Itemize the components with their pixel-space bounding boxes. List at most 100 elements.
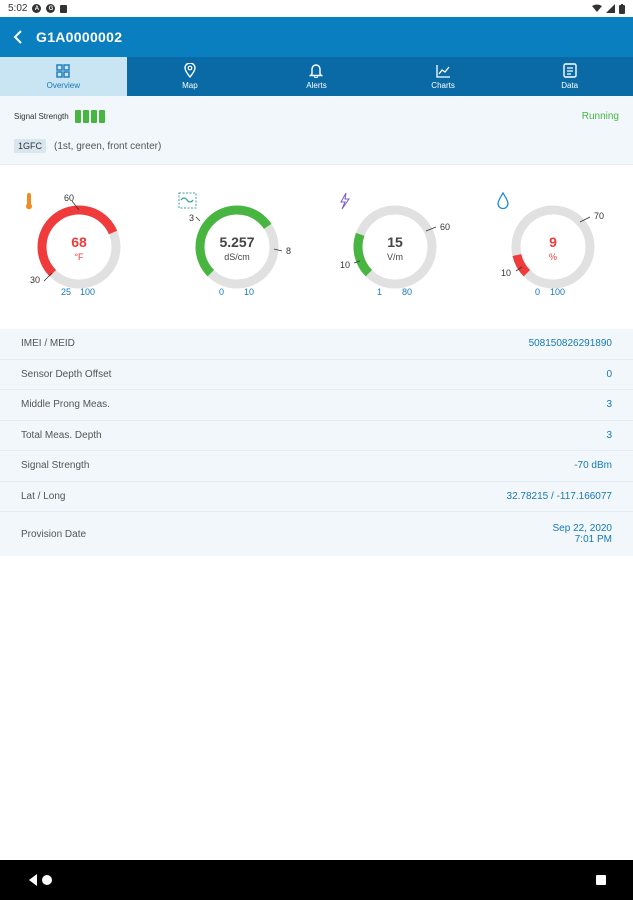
conductivity-gauge[interactable]: 3 8 5.257 dS/cm 0 10 (158, 165, 316, 329)
gauge-top-label: 60 (440, 222, 451, 232)
probe-code-badge: 1GFC (14, 139, 47, 153)
gauge-range-max: 100 (80, 287, 96, 297)
app-bar: G1A0000002 (0, 17, 633, 57)
thermometer-icon (26, 193, 32, 210)
detail-label: Signal Strength (21, 460, 90, 472)
back-button[interactable] (0, 17, 36, 57)
detail-row-middle-prong: Middle Prong Meas. 3 (0, 390, 633, 421)
tab-map[interactable]: Map (127, 57, 254, 96)
provision-time: 7:01 PM (574, 534, 612, 545)
probe-description: (1st, green, front center) (54, 140, 162, 152)
detail-label: IMEI / MEID (21, 338, 75, 350)
line-chart-icon (435, 64, 450, 78)
gauge-graphic (340, 192, 437, 289)
gauge-unit: dS/cm (224, 252, 250, 262)
gauge-range-min: 0 (535, 287, 541, 297)
bell-icon (309, 64, 324, 78)
moisture-gauge[interactable]: 70 10 9 % 0 100 (474, 165, 632, 329)
home-nav-icon[interactable] (40, 873, 54, 887)
clock: 5:02 (8, 3, 28, 14)
map-pin-icon (184, 63, 196, 78)
gauge-value: 9 (549, 234, 557, 250)
tab-label: Overview (46, 80, 80, 90)
gauge-range-max: 80 (402, 287, 413, 297)
gauge-value: 15 (387, 234, 403, 250)
system-nav-bar (0, 860, 633, 900)
tab-label: Map (182, 81, 198, 90)
gauge-side-label: 8 (286, 246, 292, 256)
probe-info: 1GFC (1st, green, front center) (14, 139, 161, 153)
gauge-side-label: 30 (30, 275, 41, 285)
detail-value: -70 dBm (574, 460, 612, 472)
voltage-gauge[interactable]: 60 10 15 V/m 1 80 (316, 165, 474, 329)
detail-label: Middle Prong Meas. (21, 399, 110, 411)
tab-data[interactable]: Data (506, 57, 633, 96)
gauge-top-label: 3 (189, 213, 195, 223)
tab-charts[interactable]: Charts (380, 57, 507, 96)
gauge-range-max: 10 (244, 287, 255, 297)
gauge-range-min: 0 (219, 287, 225, 297)
signal-indicator: Signal Strength (14, 110, 105, 123)
detail-row-lat-long: Lat / Long 32.78215 / -117.166077 (0, 482, 633, 512)
gauge-fill-arc (511, 205, 595, 289)
chevron-left-icon (13, 30, 22, 44)
detail-label: Sensor Depth Offset (21, 368, 112, 380)
signal-icon (606, 4, 615, 13)
gauge-top-label: 70 (594, 211, 605, 221)
signal-bar (74, 110, 81, 123)
detail-row-total-depth: Total Meas. Depth 3 (0, 421, 633, 451)
gauge-fill-arc (353, 205, 437, 289)
gauge-unit: °F (74, 252, 84, 262)
device-summary: Signal Strength Running 1GFC (1st, green… (0, 96, 633, 165)
status-bar: 5:02 A G (0, 0, 633, 17)
tab-alerts[interactable]: Alerts (253, 57, 380, 96)
temperature-gauge[interactable]: 60 30 68 °F 25 100 (0, 165, 158, 329)
tab-label: Alerts (306, 81, 327, 90)
gauge-top-label: 60 (64, 193, 75, 203)
device-details: IMEI / MEID 508150826291890 Sensor Depth… (0, 329, 633, 556)
notification-icon: A (32, 4, 42, 13)
lightning-icon (340, 192, 350, 210)
detail-row-depth-offset: Sensor Depth Offset 0 (0, 360, 633, 390)
gauge-unit: % (548, 252, 557, 262)
signal-bar (82, 110, 89, 123)
document-icon (562, 63, 577, 78)
signal-label: Signal Strength (14, 112, 69, 121)
gauge-value: 5.257 (219, 234, 255, 250)
detail-value: 32.78215 / -117.166077 (506, 490, 612, 502)
page-title: G1A0000002 (36, 29, 123, 45)
back-nav-icon[interactable] (26, 873, 40, 887)
salinity-icon (178, 192, 197, 209)
tab-label: Charts (431, 80, 455, 90)
gauge-graphic (178, 192, 283, 289)
gauge-graphic (26, 193, 121, 289)
recents-nav-icon[interactable] (595, 874, 607, 886)
detail-value: 0 (606, 368, 612, 380)
gauge-panel: 60 30 68 °F 25 100 3 8 5.257 dS/cm 0 10 (0, 165, 633, 329)
detail-value: 3 (606, 399, 612, 411)
tab-bar: Overview Map Alerts Charts Data (0, 57, 633, 96)
sd-card-icon (60, 4, 68, 13)
tab-overview[interactable]: Overview (0, 57, 127, 96)
signal-bar (90, 110, 97, 123)
detail-row-provision-date: Provision Date Sep 22, 2020 7:01 PM (0, 512, 633, 556)
gauge-value: 68 (71, 234, 87, 250)
detail-row-signal: Signal Strength -70 dBm (0, 451, 633, 482)
notification-icon: G (46, 4, 56, 13)
wifi-icon (592, 4, 602, 12)
detail-value: 508150826291890 (528, 338, 612, 350)
detail-label: Provision Date (21, 528, 87, 540)
grid-icon (56, 63, 70, 78)
gauge-graphic (497, 191, 595, 289)
detail-row-imei: IMEI / MEID 508150826291890 (0, 329, 633, 360)
tab-label: Data (561, 81, 579, 90)
status-text: Running (581, 111, 619, 122)
detail-label: Total Meas. Depth (21, 429, 102, 441)
signal-bar (98, 110, 105, 123)
detail-label: Lat / Long (21, 490, 66, 502)
signal-bars (74, 110, 105, 123)
gauge-range-max: 100 (550, 287, 566, 297)
gauge-unit: V/m (386, 252, 403, 262)
provision-date: Sep 22, 2020 (552, 523, 613, 534)
detail-value: 3 (606, 429, 612, 441)
